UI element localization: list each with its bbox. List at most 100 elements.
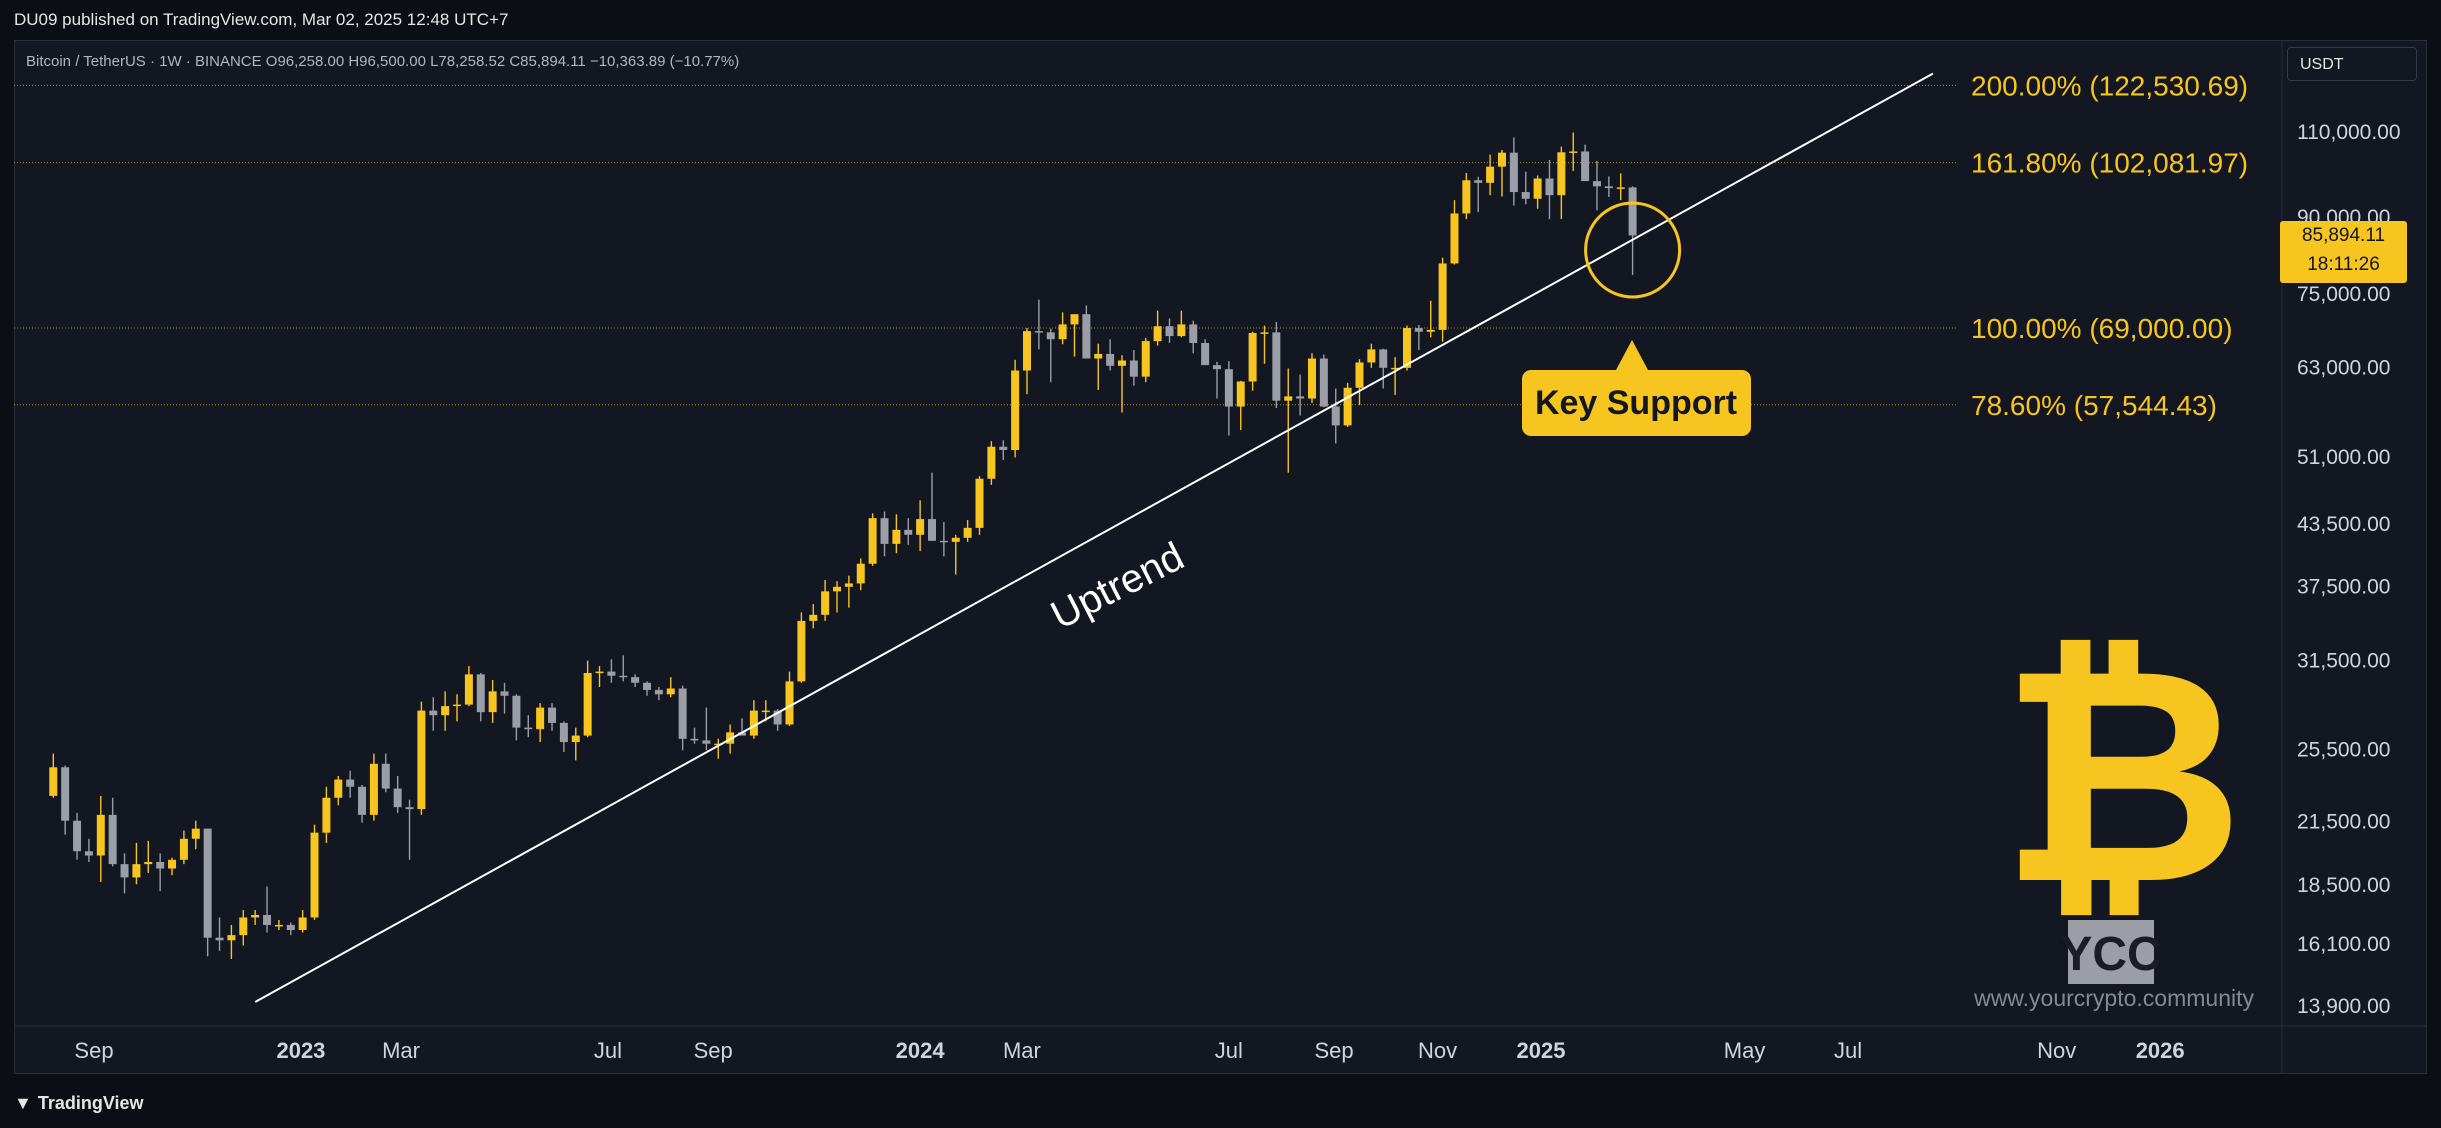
- candle-body: [84, 851, 93, 856]
- candle-body: [132, 864, 141, 878]
- candle-body: [1486, 166, 1495, 183]
- time-tick-label: Jul: [1215, 1038, 1243, 1063]
- annotations: Key Support: [1522, 201, 1751, 436]
- candle-body: [417, 710, 426, 810]
- candle-body: [429, 710, 438, 716]
- candle-body: [524, 727, 533, 730]
- bitcoin-logo: ₿: [2000, 602, 2244, 951]
- candle-body: [239, 917, 248, 936]
- ycc-logo-box: [2068, 920, 2154, 984]
- footer-brand: TradingView: [37, 1093, 144, 1113]
- candle-body: [1058, 324, 1067, 340]
- candle-body: [393, 788, 402, 808]
- candle-body: [203, 828, 212, 938]
- candle-body: [904, 529, 913, 535]
- candle-body: [476, 674, 485, 713]
- candle-body: [833, 586, 842, 592]
- candle-body: [797, 620, 806, 682]
- candle-body: [892, 529, 901, 544]
- candle-body: [963, 527, 972, 538]
- candle-body: [631, 677, 640, 683]
- candle-body: [1592, 181, 1601, 187]
- candle-body: [1509, 152, 1518, 193]
- candle-body: [441, 706, 450, 716]
- time-tick-label: Nov: [1418, 1038, 1457, 1063]
- candle-body: [1212, 365, 1221, 370]
- time-tick-label: Jul: [594, 1038, 622, 1063]
- trendline[interactable]: Uptrend: [254, 72, 1934, 1003]
- candle-body: [464, 674, 473, 705]
- candle-body: [702, 740, 711, 744]
- candle-body: [916, 519, 925, 535]
- price-tick-label: 18,500.00: [2297, 874, 2390, 897]
- candle-body: [678, 688, 687, 739]
- fib-label: 100.00% (69,000.00): [1971, 313, 2233, 344]
- candle-body: [987, 446, 996, 479]
- watermark: ₿YCC www.yourcrypto.community: [1973, 602, 2254, 1011]
- price-tick-label: 51,000.00: [2297, 446, 2390, 469]
- time-tick-label: Sep: [694, 1038, 733, 1063]
- website-label: www.yourcrypto.community: [1973, 985, 2254, 1011]
- candle-body: [1165, 326, 1174, 337]
- candle-body: [310, 832, 319, 918]
- candle-body: [738, 732, 747, 736]
- candle-body: [1248, 332, 1257, 382]
- candle-body: [1450, 213, 1459, 264]
- candle-body: [1521, 192, 1530, 199]
- price-axis[interactable]: 110,000.0090,000.0075,000.0063,000.0051,…: [2281, 40, 2401, 1074]
- symbol-info: Bitcoin / TetherUS · 1W · BINANCE O96,25…: [26, 53, 740, 70]
- price-tick-label: 75,000.00: [2297, 283, 2390, 306]
- price-tick-label: 21,500.00: [2297, 811, 2390, 834]
- time-tick-label: 2024: [896, 1038, 946, 1063]
- candle-body: [1331, 406, 1340, 426]
- candle-body: [358, 786, 367, 815]
- footer-bar: [0, 1074, 2441, 1128]
- candle-body: [369, 763, 378, 815]
- tradingview-logo[interactable]: ▼ TradingView: [14, 1093, 144, 1114]
- candle-body: [951, 537, 960, 542]
- price-tick-label: 63,000.00: [2297, 356, 2390, 379]
- candle-body: [654, 689, 663, 695]
- last-price: 85,894.11: [2301, 225, 2386, 246]
- price-tick-label: 16,100.00: [2297, 933, 2390, 956]
- candle-body: [1106, 353, 1115, 366]
- candle-body: [1628, 187, 1637, 236]
- candle-body: [488, 691, 497, 713]
- candle-body: [785, 681, 794, 725]
- candle-body: [1414, 328, 1423, 332]
- candle-body: [595, 671, 604, 674]
- candle-body: [880, 518, 889, 544]
- candle-body: [749, 710, 758, 736]
- price-tick-label: 13,900.00: [2297, 995, 2390, 1018]
- candle-body: [1129, 360, 1138, 377]
- candle-body: [1094, 353, 1103, 359]
- candle-body: [643, 682, 652, 690]
- currency-selector[interactable]: USDT: [2287, 47, 2417, 81]
- candle-body: [1201, 343, 1210, 366]
- candle-body: [1391, 367, 1400, 370]
- candle-body: [1604, 186, 1613, 189]
- candle-body: [1402, 328, 1411, 368]
- price-tick-label: 43,500.00: [2297, 513, 2390, 536]
- price-tick-label: 25,500.00: [2297, 739, 2390, 762]
- candle-body: [298, 917, 307, 930]
- candle-body: [108, 814, 117, 865]
- time-axis[interactable]: Sep 2023 Mar Jul Sep 2024 Mar Jul Sep Nov 2025 May J…: [14, 1025, 2427, 1063]
- candle-body: [939, 540, 948, 543]
- candle-body: [666, 688, 675, 695]
- candle-body: [274, 924, 283, 927]
- candle-body: [1272, 332, 1281, 401]
- candle-body: [156, 861, 165, 869]
- fib-label: 161.80% (102,081.97): [1971, 148, 2248, 179]
- time-tick-label: 2023: [276, 1038, 325, 1063]
- last-price-tag: 85,894.11 18:11:26: [2280, 221, 2407, 283]
- chart-panel[interactable]: [14, 40, 2427, 1074]
- price-tick-label: 37,500.00: [2297, 576, 2390, 599]
- candle-body: [215, 937, 224, 941]
- time-tick-label: 2025: [1517, 1038, 1566, 1063]
- candle-body: [168, 859, 177, 869]
- support-circle: [1584, 201, 1682, 299]
- candle-body: [381, 763, 390, 789]
- candle-body: [559, 722, 568, 743]
